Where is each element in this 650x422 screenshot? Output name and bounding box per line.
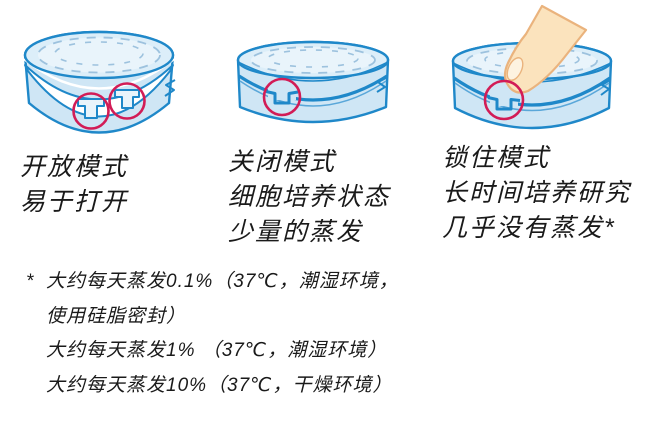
caption-line: 易于打开	[20, 188, 129, 216]
notch-highlight-ring	[262, 77, 302, 117]
lid-notch	[487, 96, 521, 111]
footnote-text: 大约每天蒸发0.1%（37℃，潮湿环境，	[46, 271, 399, 292]
base-rim-line	[454, 82, 610, 112]
caption-line: 关闭模式	[228, 148, 337, 176]
footnote-line: 大约每天蒸发10%（37℃，干燥环境）	[26, 369, 399, 404]
petri-dish-closed-illustration	[236, 40, 390, 124]
footnote-line: 大约每天蒸发1% （37℃，潮湿环境）	[26, 334, 399, 369]
notch-mask	[268, 89, 296, 100]
lid-rim-highlight	[23, 58, 175, 90]
footnote-text: 大约每天蒸发1% （37℃，潮湿环境）	[46, 340, 388, 361]
caption-line: 少量的蒸发	[228, 218, 364, 246]
notch-highlight-ring	[483, 79, 525, 121]
caption-line: 细胞培养状态	[228, 183, 391, 211]
footnote-line: 使用硅脂密封）	[26, 300, 399, 335]
lid-rim-edge	[237, 61, 389, 82]
caption-line: 开放模式	[20, 153, 129, 181]
lid-tab-left	[77, 98, 105, 119]
lid-closure-line	[238, 74, 388, 102]
rim-break-mark	[600, 79, 611, 96]
lid-closure-line	[453, 76, 611, 107]
caption-line: 几乎没有蒸发*	[442, 214, 616, 242]
petri-dish-open-illustration	[23, 30, 176, 134]
caption-closed-mode: 关闭模式 细胞培养状态 少量的蒸发	[228, 145, 390, 250]
footnote-text: 大约每天蒸发10%（37℃，干燥环境）	[46, 374, 393, 396]
inner-rim-dashed-2	[54, 41, 144, 66]
lid-notch	[265, 90, 299, 105]
evaporation-footnote: * 大约每天蒸发0.1%（37℃，潮湿环境， 使用硅脂密封） 大约每天蒸发1% （…	[26, 265, 399, 403]
caption-line: 锁住模式	[442, 144, 551, 172]
open-lid-gap	[24, 64, 174, 118]
fingernail	[506, 57, 524, 81]
caption-line: 长时间培养研究	[442, 179, 632, 207]
notch-mask	[490, 95, 518, 106]
caption-locked-mode: 锁住模式 长时间培养研究 几乎没有蒸发*	[442, 141, 631, 246]
footnote-marker: *	[26, 271, 35, 292]
inner-rim-dashed-2	[267, 49, 359, 68]
rim-break-mark	[376, 77, 387, 93]
tab-highlight-ring-right	[108, 82, 146, 120]
base-rim-line	[239, 80, 387, 107]
rim-break-mark	[164, 79, 176, 97]
inner-rim-dashed	[250, 46, 376, 74]
footnote-text: 使用硅脂密封）	[46, 305, 187, 327]
tab-highlight-ring-left	[72, 92, 110, 130]
petri-dish-locked-illustration	[451, 4, 613, 130]
lid-tab-right	[114, 89, 140, 109]
inner-rim-dashed	[37, 36, 161, 74]
caption-open-mode: 开放模式 易于打开	[20, 150, 128, 220]
footnote-line: * 大约每天蒸发0.1%（37℃，潮湿环境，	[26, 265, 399, 300]
